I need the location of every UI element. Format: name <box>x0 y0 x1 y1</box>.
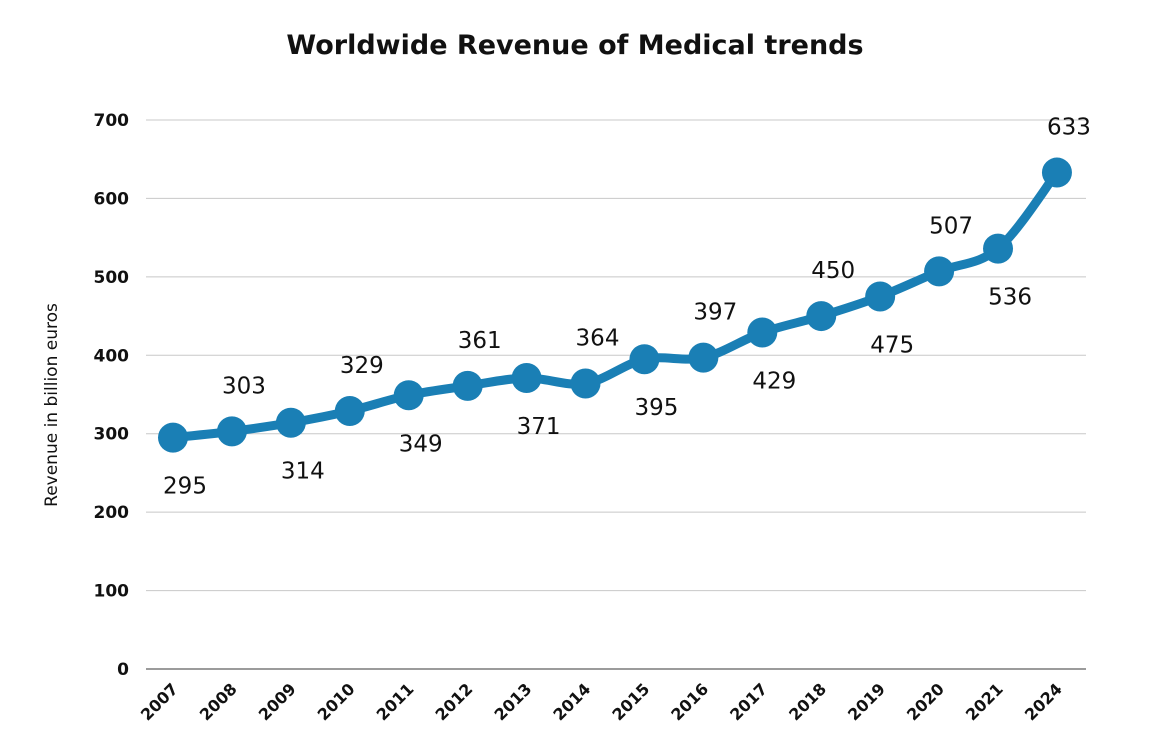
data-label-2008: 303 <box>222 373 266 399</box>
data-point-2008[interactable] <box>216 416 247 447</box>
y-tick-label: 500 <box>94 268 130 288</box>
y-tick-label: 600 <box>94 189 130 209</box>
data-label-2017: 429 <box>752 369 796 395</box>
data-label-2012: 361 <box>458 328 502 354</box>
x-tick-label: 2007 <box>137 679 182 724</box>
data-point-2010[interactable] <box>334 395 365 426</box>
data-label-2024: 633 <box>1047 115 1091 141</box>
data-point-2016[interactable] <box>688 342 719 373</box>
data-label-2010: 329 <box>340 353 384 379</box>
data-point-2021[interactable] <box>983 233 1014 264</box>
data-point-2018[interactable] <box>806 301 837 332</box>
y-axis-label: Revenue in billion euros <box>42 303 62 507</box>
data-label-2007: 295 <box>163 474 207 500</box>
y-tick-label: 400 <box>94 346 130 366</box>
data-points <box>158 157 1072 453</box>
data-label-2018: 450 <box>811 258 855 284</box>
x-tick-label: 2016 <box>667 679 712 724</box>
y-tick-label: 700 <box>94 111 130 131</box>
gridlines <box>146 119 1086 670</box>
data-point-2013[interactable] <box>511 363 542 394</box>
y-axis-ticks: 0 100 200 300 400 500 600 700 <box>94 111 130 680</box>
data-labels: 295 303 314 329 349 361 371 364 395 397 429 450 475 5… <box>163 115 1091 500</box>
x-tick-label: 2017 <box>726 679 771 724</box>
data-point-2024[interactable] <box>1041 157 1072 188</box>
chart-title: Worldwide Revenue of Medical trends <box>286 30 864 61</box>
x-tick-label: 2018 <box>785 679 830 724</box>
x-tick-label: 2019 <box>844 679 889 724</box>
data-label-2009: 314 <box>281 459 325 485</box>
data-label-2013: 371 <box>517 414 561 440</box>
y-tick-label: 200 <box>94 503 130 523</box>
x-tick-label: 2013 <box>490 679 535 724</box>
data-label-2020: 507 <box>929 213 973 239</box>
data-label-2011: 349 <box>399 431 443 457</box>
data-point-2007[interactable] <box>158 422 188 453</box>
x-axis-ticks: 2007 2008 2009 2010 2011 2012 2013 2014 2015 2016… <box>137 679 1066 724</box>
x-tick-label: 2021 <box>962 679 1007 724</box>
data-label-2019: 475 <box>870 332 914 358</box>
x-tick-label: 2015 <box>608 679 653 724</box>
data-point-2011[interactable] <box>393 380 424 411</box>
x-tick-label: 2008 <box>196 679 241 724</box>
data-label-2015: 395 <box>634 395 678 421</box>
data-point-2019[interactable] <box>865 281 896 312</box>
x-tick-label: 2020 <box>903 679 948 724</box>
data-point-2020[interactable] <box>924 256 955 287</box>
y-tick-label: 0 <box>117 660 129 680</box>
y-tick-label: 300 <box>94 425 130 445</box>
data-label-2021: 536 <box>988 285 1032 311</box>
x-tick-label: 2012 <box>432 679 477 724</box>
series-line-revenue <box>168 168 1062 443</box>
data-point-2009[interactable] <box>275 407 306 438</box>
x-tick-label: 2009 <box>255 679 300 724</box>
x-tick-label: 2010 <box>314 679 359 724</box>
data-label-2014: 364 <box>576 326 620 352</box>
data-label-2016: 397 <box>693 300 737 326</box>
data-point-2014[interactable] <box>570 368 601 399</box>
data-point-2012[interactable] <box>452 370 483 401</box>
series-line-group <box>168 168 1062 443</box>
x-tick-label: 2011 <box>373 679 418 724</box>
x-tick-label: 2014 <box>549 679 594 724</box>
data-point-2015[interactable] <box>629 344 660 375</box>
x-tick-label: 2024 <box>1021 679 1066 724</box>
data-point-2017[interactable] <box>747 317 778 348</box>
y-tick-label: 100 <box>94 582 130 602</box>
